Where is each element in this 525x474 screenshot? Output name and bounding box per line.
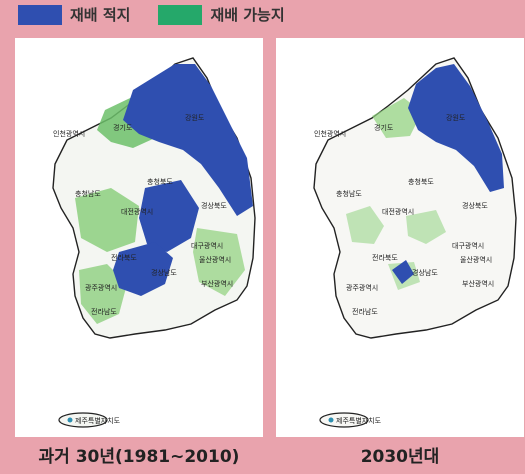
map-panel-2030s: 인천광역시 경기도 강원도 충청북도 충청남도 대전광역시 경상북도 대구광역시… (276, 38, 524, 437)
suitable-area-southwest (113, 242, 173, 296)
label-daejeon: 대전광역시 (382, 207, 414, 216)
caption-past: 과거 30년(1981~2010) (38, 447, 240, 467)
jeju-marker (328, 417, 334, 423)
label-gyeongbuk: 경상북도 (201, 201, 227, 210)
label-jeonbuk: 전라북도 (372, 253, 398, 262)
label-ulsan: 울산광역시 (460, 255, 492, 264)
possible-area-east (193, 228, 245, 296)
map-panel-past: 인천광역시 경기도 강원도 충청북도 충청남도 대전광역시 경상북도 대구광역시… (15, 38, 263, 437)
possible-area-mid (406, 210, 446, 244)
legend-item-suitable: 재배 적지 (18, 4, 130, 25)
label-daegu: 대구광역시 (452, 241, 484, 250)
label-gwangju: 광주광역시 (346, 283, 378, 292)
label-incheon: 인천광역시 (53, 129, 85, 138)
label-chungnam: 충청남도 (336, 189, 362, 198)
legend-label-suitable: 재배 적지 (70, 6, 131, 24)
label-daegu: 대구광역시 (191, 241, 223, 250)
label-jeju: 제주특별자치도 (75, 416, 121, 425)
jeju-island (58, 412, 108, 428)
possible-area-central (75, 188, 139, 252)
label-gyeongbuk: 경상북도 (462, 201, 488, 210)
label-chungbuk: 충청북도 (408, 177, 434, 186)
suitable-area-gangwon (408, 64, 504, 192)
jeju-island (319, 412, 369, 428)
caption-2030s: 2030년대 (360, 447, 440, 467)
label-gyeonggi: 경기도 (113, 123, 133, 132)
label-gangwon: 강원도 (446, 113, 466, 122)
label-gangwon: 강원도 (185, 113, 205, 122)
label-gwangju: 광주광역시 (85, 283, 117, 292)
legend-swatch-possible (158, 4, 203, 25)
suitable-area-southwest (392, 260, 414, 284)
label-jeonbuk: 전라북도 (111, 253, 137, 262)
label-incheon: 인천광역시 (314, 129, 346, 138)
korea-map-2030s: 인천광역시 경기도 강원도 충청북도 충청남도 대전광역시 경상북도 대구광역시… (313, 57, 517, 428)
label-gyeongnam: 경상남도 (412, 268, 438, 277)
label-busan: 부산광역시 (201, 279, 233, 288)
label-gyeonggi: 경기도 (374, 123, 394, 132)
possible-area-central (346, 206, 384, 244)
label-busan: 부산광역시 (462, 279, 494, 288)
legend: 재배 적지 재배 가능지 (18, 4, 313, 25)
suitable-area-gangwon (123, 64, 253, 216)
label-daejeon: 대전광역시 (121, 207, 153, 216)
possible-area-southwest (79, 264, 127, 324)
suitable-area-central (139, 180, 199, 252)
label-jeonnam: 전라남도 (91, 307, 117, 316)
label-chungbuk: 충청북도 (147, 177, 173, 186)
label-jeonnam: 전라남도 (352, 307, 378, 316)
label-chungnam: 충청남도 (75, 189, 101, 198)
legend-item-possible: 재배 가능지 (158, 4, 285, 25)
label-gyeongnam: 경상남도 (151, 268, 177, 277)
label-jeju: 제주특별자치도 (336, 416, 382, 425)
korea-map-past: 인천광역시 경기도 강원도 충청북도 충청남도 대전광역시 경상북도 대구광역시… (52, 57, 256, 428)
jeju-marker (67, 417, 73, 423)
label-ulsan: 울산광역시 (199, 255, 231, 264)
legend-swatch-suitable (18, 4, 62, 25)
legend-label-possible: 재배 가능지 (210, 6, 285, 24)
